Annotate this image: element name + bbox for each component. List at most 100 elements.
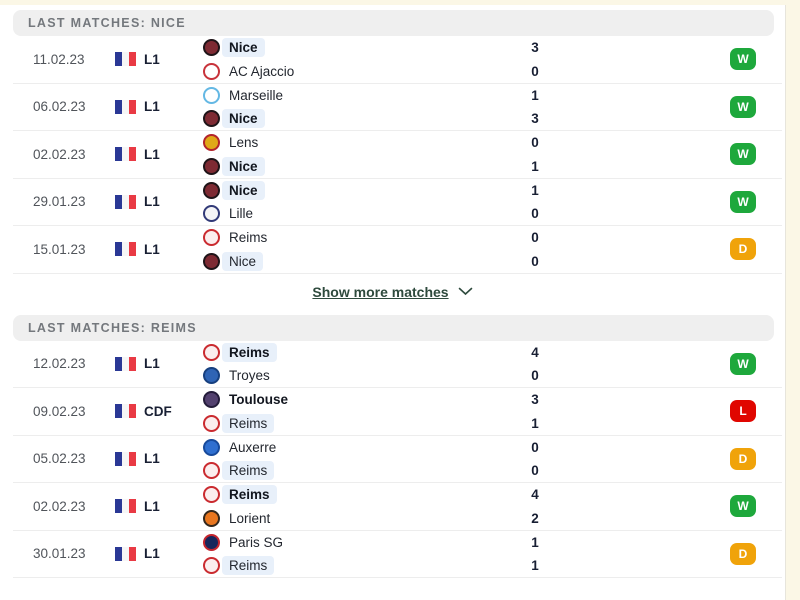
team-line-away: Nice 3: [203, 107, 704, 131]
team-crest-icon: [203, 414, 220, 432]
france-flag-icon: [115, 242, 136, 257]
team-score: 3: [531, 392, 539, 407]
competition-label: CDF: [144, 403, 172, 419]
team-line-away: Nice 0: [203, 249, 704, 273]
competition-cell: L1: [115, 99, 203, 114]
france-flag-icon: [115, 52, 136, 67]
chevron-down-icon[interactable]: [458, 287, 473, 296]
match-row[interactable]: 15.01.23 L1 Reims 0 Nice 0 D: [13, 226, 782, 274]
competition-label: L1: [144, 356, 160, 372]
team-score: 4: [531, 344, 539, 360]
match-row[interactable]: 02.02.23 L1 Reims 4 Lorient 2 W: [13, 483, 782, 531]
team-crest-icon: [203, 134, 220, 151]
team-score: 2: [531, 510, 539, 526]
team-name: Nice: [222, 180, 265, 200]
result-cell: W: [704, 352, 782, 375]
team-name: Nice: [222, 38, 265, 57]
team-score: 1: [531, 534, 539, 550]
team-line-home: Reims 4: [203, 340, 704, 364]
team-crest-icon: [203, 391, 220, 408]
section-header: LAST MATCHES: REIMS: [13, 314, 774, 341]
match-date: 09.02.23: [33, 403, 86, 419]
result-cell: D: [704, 447, 782, 470]
match-date: 02.02.23: [33, 498, 86, 514]
team-line-home: Reims 4: [203, 483, 704, 507]
team-crest-icon: [203, 533, 220, 551]
team-line-away: Reims 1: [203, 554, 704, 578]
match-row[interactable]: 30.01.23 L1 Paris SG 1 Reims 1 D: [13, 530, 782, 578]
team-line-away: Reims 0: [203, 459, 704, 483]
team-crest-icon: [203, 86, 220, 104]
team-name: Reims: [222, 342, 277, 362]
team-line-home: Toulouse 3: [203, 388, 704, 412]
competition-label: L1: [144, 51, 160, 67]
result-cell: L: [704, 400, 782, 423]
teams-cell: Reims 4 Lorient 2: [203, 483, 704, 530]
show-more-row: Show more matches: [0, 274, 785, 310]
team-crest-icon: [203, 157, 220, 175]
france-flag-icon: [115, 546, 136, 561]
teams-cell: Reims 4 Troyes 0: [203, 340, 704, 387]
match-date: 05.02.23: [33, 451, 86, 467]
team-crest-icon: [203, 367, 220, 384]
team-score: 0: [531, 135, 539, 150]
team-score: 1: [531, 182, 539, 198]
team-line-home: Auxerre 0: [203, 435, 704, 459]
match-row[interactable]: 02.02.23 L1 Lens 0 Nice 1 W: [13, 131, 782, 179]
team-name: Nice: [222, 156, 265, 176]
result-badge: D: [730, 238, 756, 261]
team-name: Lens: [229, 135, 259, 150]
show-more-link[interactable]: Show more matches: [312, 283, 449, 300]
team-name: Troyes: [229, 368, 270, 383]
competition-label: L1: [144, 546, 160, 562]
match-section: LAST MATCHES: NICE 11.02.23 L1 Nice 3 AC…: [0, 10, 785, 310]
france-flag-icon: [115, 356, 136, 371]
result-cell: W: [704, 495, 782, 518]
result-badge: W: [730, 495, 756, 518]
result-badge: D: [730, 447, 756, 470]
france-flag-icon: [115, 451, 136, 466]
match-row[interactable]: 09.02.23 CDF Toulouse 3 Reims 1 L: [13, 388, 782, 436]
team-crest-icon: [203, 181, 220, 199]
team-score: 1: [531, 158, 539, 174]
team-name: Lorient: [229, 510, 271, 526]
match-row[interactable]: 29.01.23 L1 Nice 1 Lille 0 W: [13, 179, 782, 226]
team-crest-icon: [203, 462, 220, 479]
france-flag-icon: [115, 147, 136, 162]
team-crest-icon: [203, 62, 220, 80]
result-badge: W: [730, 190, 756, 213]
teams-cell: Reims 0 Nice 0: [203, 226, 704, 273]
team-score: 0: [531, 206, 539, 221]
team-crest-icon: [203, 205, 220, 222]
match-row[interactable]: 11.02.23 L1 Nice 3 AC Ajaccio 0 W: [13, 36, 782, 84]
match-row[interactable]: 05.02.23 L1 Auxerre 0 Reims 0 D: [13, 435, 782, 483]
team-crest-icon: [203, 557, 220, 574]
team-name: Marseille: [229, 87, 284, 103]
france-flag-icon: [115, 194, 136, 209]
team-line-home: Paris SG 1: [203, 530, 704, 554]
match-date: 02.02.23: [33, 146, 86, 162]
competition-cell: L1: [115, 356, 203, 371]
match-row[interactable]: 12.02.23 L1 Reims 4 Troyes 0 W: [13, 340, 782, 388]
team-name: Reims: [229, 230, 268, 245]
team-line-away: AC Ajaccio 0: [203, 59, 704, 83]
team-line-home: Lens 0: [203, 131, 704, 155]
team-name: Auxerre: [229, 439, 277, 455]
team-crest-icon: [203, 438, 220, 456]
team-score: 0: [531, 253, 539, 269]
result-cell: W: [704, 95, 782, 118]
section-rows: 12.02.23 L1 Reims 4 Troyes 0 W 09.02.23 …: [0, 340, 785, 578]
result-cell: W: [704, 143, 782, 166]
competition-cell: L1: [115, 194, 203, 209]
result-cell: D: [704, 542, 782, 565]
result-badge: D: [730, 542, 756, 565]
team-crest-icon: [203, 110, 220, 127]
team-name: Nice: [222, 109, 265, 128]
teams-cell: Paris SG 1 Reims 1: [203, 530, 704, 577]
competition-cell: L1: [115, 546, 203, 561]
match-row[interactable]: 06.02.23 L1 Marseille 1 Nice 3 W: [13, 84, 782, 131]
team-crest-icon: [203, 252, 220, 270]
team-score: 1: [531, 415, 539, 431]
competition-label: L1: [144, 194, 160, 210]
team-name: Reims: [222, 556, 275, 575]
